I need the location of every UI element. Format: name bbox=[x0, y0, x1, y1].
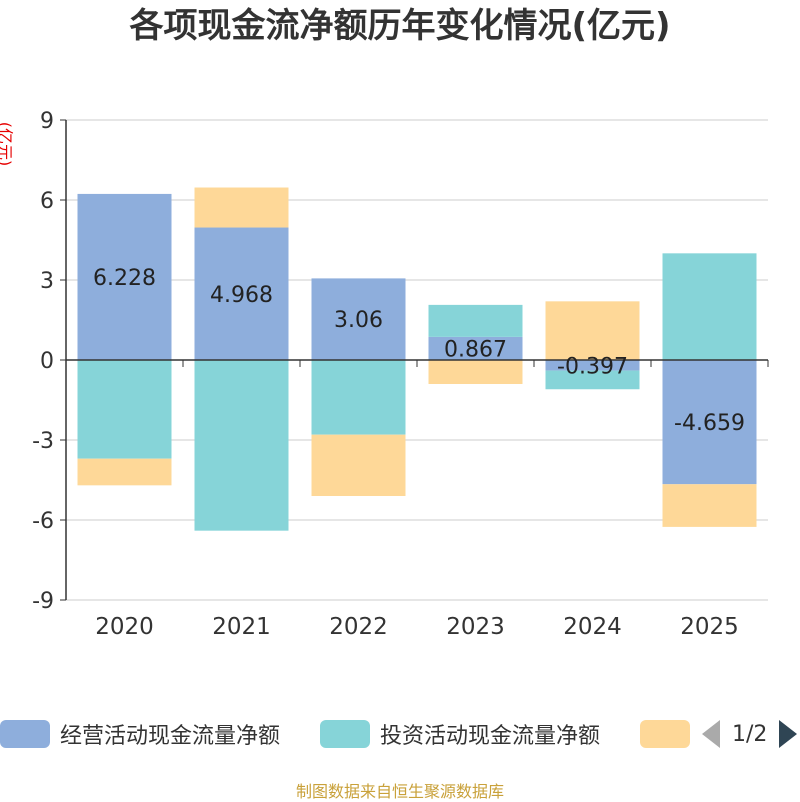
bar-operating-2023 bbox=[428, 336, 523, 360]
bar-investing-2020 bbox=[77, 360, 172, 459]
legend-label-investing: 投资活动现金流量净额 bbox=[380, 724, 601, 749]
y-tick-label: 0 bbox=[40, 349, 54, 374]
x-tick-label: 2022 bbox=[329, 614, 388, 640]
y-tick-label: 9 bbox=[40, 109, 54, 134]
bar-financing-2021 bbox=[194, 187, 289, 228]
data-label: -4.659 bbox=[674, 411, 745, 436]
bar-financing-2023 bbox=[428, 360, 523, 384]
legend-swatch-financing bbox=[640, 720, 690, 748]
bar-financing-2020 bbox=[77, 458, 172, 486]
legend: 经营活动现金流量净额 投资活动现金流量净额 1/2 bbox=[0, 716, 800, 752]
y-tick-label: -3 bbox=[32, 429, 54, 454]
bar-financing-2022 bbox=[311, 434, 406, 496]
data-label: 3.06 bbox=[334, 308, 383, 333]
y-tick-label: 3 bbox=[40, 269, 54, 294]
bar-investing-2025 bbox=[662, 253, 757, 360]
bar-operating-2021 bbox=[194, 227, 289, 360]
legend-swatch-investing bbox=[320, 720, 370, 748]
x-tick-label: 2024 bbox=[563, 614, 622, 640]
legend-item-operating[interactable]: 经营活动现金流量净额 bbox=[0, 716, 280, 752]
bar-operating-2025 bbox=[662, 360, 757, 485]
x-tick-label: 2023 bbox=[446, 614, 505, 640]
legend-pager: 1/2 bbox=[702, 716, 798, 752]
chart-title: 各项现金流净额历年变化情况(亿元) bbox=[129, 6, 671, 46]
bar-investing-2023 bbox=[428, 304, 523, 337]
data-label: -0.397 bbox=[557, 354, 628, 379]
chevron-right-icon[interactable] bbox=[779, 720, 798, 748]
bar-investing-2022 bbox=[311, 360, 406, 435]
y-tick-label: -9 bbox=[32, 589, 54, 614]
chart-area: 9 6 3 0 -3 -6 -9 2020 2021 2022 2023 2024 2025 6.228 4… bbox=[32, 109, 769, 640]
bar-operating-2024 bbox=[545, 360, 640, 371]
bar-investing-2021 bbox=[194, 360, 289, 531]
y-tick-label: 6 bbox=[40, 189, 54, 214]
legend-swatch-operating bbox=[0, 720, 50, 748]
bar-financing-2025 bbox=[662, 484, 757, 527]
x-tick-label: 2020 bbox=[95, 614, 154, 640]
legend-label-operating: 经营活动现金流量净额 bbox=[60, 724, 281, 749]
bar-operating-2022 bbox=[311, 278, 406, 360]
bar-financing-2024 bbox=[545, 301, 640, 360]
source-footer: 制图数据来自恒生聚源数据库 bbox=[295, 782, 504, 801]
chevron-left-icon[interactable] bbox=[702, 720, 720, 748]
y-tick-label: -6 bbox=[32, 509, 54, 534]
bar-investing-2024 bbox=[545, 370, 640, 390]
data-label: 4.968 bbox=[210, 283, 273, 308]
x-tick-label: 2021 bbox=[212, 614, 271, 640]
legend-page-indicator: 1/2 bbox=[732, 721, 768, 747]
data-label: 6.228 bbox=[93, 266, 156, 291]
data-label: 0.867 bbox=[444, 337, 507, 362]
legend-item-investing[interactable]: 投资活动现金流量净额 bbox=[320, 716, 600, 752]
legend-item-financing[interactable] bbox=[640, 716, 700, 752]
x-tick-label: 2025 bbox=[680, 614, 739, 640]
bar-operating-2020 bbox=[77, 193, 172, 360]
